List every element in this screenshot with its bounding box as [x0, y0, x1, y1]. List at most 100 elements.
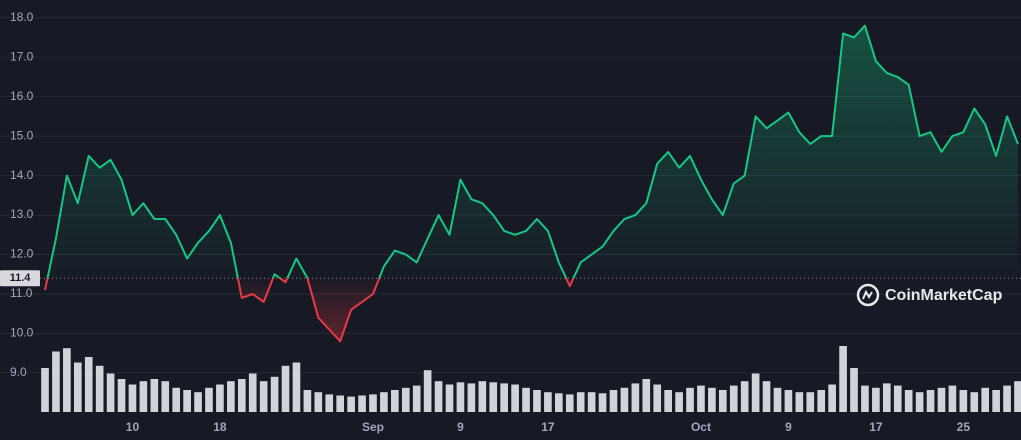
volume-bar: [106, 373, 115, 412]
x-tick-label: 17: [869, 420, 883, 434]
volume-bar: [740, 381, 749, 412]
volume-bar: [631, 383, 640, 412]
volume-bar: [183, 390, 191, 412]
volume-bar: [948, 385, 957, 412]
volume-bar: [270, 376, 279, 412]
volume-bar: [150, 379, 159, 412]
volume-bar: [882, 383, 891, 412]
volume-bar: [1014, 381, 1021, 412]
volume-bar: [259, 381, 268, 412]
logo-mark: [862, 289, 873, 300]
y-tick-label: 12.0: [10, 247, 34, 261]
baseline-label-bg: [0, 270, 40, 287]
volume-bar: [915, 392, 924, 412]
volume-bar: [1003, 385, 1011, 412]
volume-bar: [314, 392, 323, 412]
volume-bar: [347, 396, 355, 412]
x-tick-label: 25: [957, 420, 971, 434]
volume-bar: [576, 392, 585, 412]
volume-bar: [773, 387, 782, 412]
price-line: [44, 24, 1019, 343]
x-tick-label: 10: [126, 420, 140, 434]
volume-bar: [500, 383, 508, 412]
volume-bar: [237, 379, 246, 412]
volume-bar: [970, 392, 979, 412]
volume-bar: [128, 384, 137, 412]
volume-bar: [467, 383, 476, 412]
y-tick-label: 17.0: [10, 49, 34, 63]
x-tick-label: 9: [457, 420, 464, 434]
volume-bar: [959, 390, 968, 412]
volume-bar: [565, 394, 574, 412]
volume-bar: [194, 392, 202, 412]
volume-bar: [544, 392, 552, 412]
volume-bar: [784, 390, 793, 412]
y-tick-label: 16.0: [10, 89, 34, 103]
volume-bar: [686, 387, 694, 412]
y-tick-label: 10.0: [10, 326, 34, 340]
volume-bar: [172, 387, 181, 412]
volume-bar: [861, 385, 869, 412]
volume-bar: [729, 385, 738, 412]
volume-bar: [391, 390, 399, 412]
volume-bar: [904, 390, 913, 412]
volume-bar: [653, 384, 662, 412]
volume-bar: [358, 395, 366, 412]
volume-bar: [73, 362, 82, 412]
volume-bar: [872, 387, 880, 412]
y-tick-label: 11.0: [10, 286, 33, 300]
volume-bar: [117, 379, 126, 412]
x-tick-label: 9: [785, 420, 792, 434]
y-tick-label: 9.0: [10, 365, 27, 379]
volume-bar: [216, 384, 224, 412]
volume-bar: [751, 373, 760, 412]
volume-bar: [401, 387, 410, 412]
volume-bar: [325, 394, 334, 412]
volume-bar: [63, 348, 71, 412]
volume-bar: [555, 393, 563, 412]
volume-bar: [664, 390, 672, 412]
volume-bar: [893, 385, 902, 412]
volume-bar: [52, 351, 60, 412]
volume-bar: [708, 387, 716, 412]
volume-bar: [522, 387, 530, 412]
volume-bar: [795, 392, 804, 412]
volume-bar: [675, 392, 683, 412]
x-tick-label: Sep: [362, 420, 384, 434]
volume-bar: [281, 365, 290, 412]
volume-bar: [84, 357, 93, 412]
volume-bar: [478, 381, 487, 412]
volume-bar: [642, 379, 651, 412]
volume-bar: [806, 392, 815, 412]
volume-bar: [380, 392, 388, 412]
volume-bar: [445, 384, 454, 412]
volume-bar: [336, 395, 345, 412]
volume-bar: [292, 362, 301, 412]
volume-bar: [489, 382, 498, 412]
volume-bar: [139, 381, 148, 412]
x-tick-label: Oct: [691, 420, 711, 434]
volume-bar: [718, 390, 727, 412]
logo: [856, 283, 880, 307]
volume-bar: [41, 368, 49, 412]
volume-bar: [850, 368, 858, 412]
volume-bar: [839, 346, 847, 412]
volume-bar: [227, 381, 235, 412]
volume-bar: [609, 390, 618, 412]
volume-bar: [434, 381, 443, 412]
volume-bar: [412, 385, 421, 412]
volume-bar: [762, 381, 771, 412]
x-tick-label: 17: [541, 420, 555, 434]
y-tick-label: 13.0: [10, 207, 34, 221]
volume-bar: [598, 393, 607, 412]
volume-bar: [303, 390, 312, 412]
volume-bar: [587, 392, 596, 412]
volume-bar: [511, 384, 519, 412]
watermark: CoinMarketCap: [885, 287, 1003, 304]
volume-bar: [456, 382, 465, 412]
volume-bar: [248, 373, 257, 412]
volume-bar: [205, 387, 213, 412]
volume-bar: [937, 387, 946, 412]
volume-bar: [423, 370, 432, 412]
volume-bar: [992, 390, 1000, 412]
